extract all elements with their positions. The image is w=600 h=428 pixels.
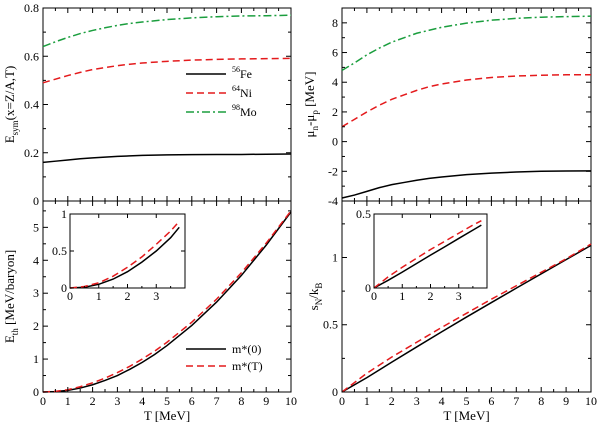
esym-series-56fe [42,153,292,164]
mu-series-98mo [341,15,592,71]
sn-xtick-label: 1 [364,394,370,408]
eth-ytick-label: 4 [33,253,39,267]
eth-xtick-label: 6 [189,394,195,408]
eth-legend-item-0: m*(0) [186,342,261,356]
sn-xtick-label: 7 [513,394,519,408]
eth-xtick-label: 5 [164,394,170,408]
sn-inset-ytick-label: 0.5 [356,207,371,221]
sn-inset: 0 1 2 3 0 0.5 [356,207,488,303]
sn-inset-series-m-0- [373,224,482,289]
sn-xtick-label: 6 [488,394,494,408]
mu-ytick-label: 0 [332,135,338,149]
eth-xtick-label: 3 [114,394,120,408]
mu-series-64ni [341,74,591,128]
mu-ytick-label: -2 [328,164,338,178]
esym-series-98mo [42,14,292,48]
eth-xtick-label: 0 [40,394,46,408]
sn-xlabel: T [MeV] [443,408,489,423]
sn-inset-series-m-t- [373,219,482,289]
eth-inset-xtick-label: 0 [67,289,73,303]
eth-ytick-label: 5 [33,220,39,234]
eth-xtick-label: 8 [238,394,244,408]
eth-inset-frame [69,213,186,289]
eth-series-m-0- [42,211,292,393]
esym-legend-item-56fe: 56Fe [186,65,252,81]
eth-xlabel: T [MeV] [144,408,190,423]
eth-ytick-label: 2 [33,319,39,333]
eth-inset-ytick-label: 0.5 [52,244,67,258]
esym-legend-label: 64Ni [232,84,253,100]
esym-ytick-label: 0.8 [24,1,39,15]
sn-inset-ytick-label: 0 [365,281,371,295]
sn-inset-xtick-label: 0 [371,289,377,303]
eth-ylabel: Eth [MeV/baryon] [2,250,20,343]
sn-inset-xtick-label: 2 [428,289,434,303]
panel-esym: 0 0.2 0.4 0.6 0.8 Esym(x=Z/A,T) 56Fe 64Ni 98Mo [2,1,292,208]
esym-series-64ni [42,57,292,84]
eth-inset-ytick-label: 0 [61,281,67,295]
eth-legend-label: m*(T) [232,359,263,373]
mu-ytick-label: 4 [332,75,338,89]
sn-xtick-label: 0 [339,394,345,408]
sn-xtick-label: 5 [464,394,470,408]
sn-ytick-label: 0 [332,385,338,399]
eth-ytick-label: 0 [33,385,39,399]
eth-legend-item-1: m*(T) [186,359,263,373]
esym-ytick-label: 0 [33,194,39,208]
eth-ytick-label: 3 [33,286,39,300]
mu-ytick-label: 6 [332,46,338,60]
sn-ytick-label: 0.5 [323,318,338,332]
eth-inset-series-m-t- [69,220,180,289]
panel-sn: 00.510 1 2 3 4 5 6 7 8 9 10T [MeV]sN/kB0 1 2 300.5 [306,200,597,423]
sn-xtick-label: 9 [563,394,569,408]
eth-xtick-label: 10 [285,394,297,408]
esym-ytick-label: 0.4 [24,98,39,112]
sn-ylabel: sN/kB [306,283,324,311]
sn-xtick-label: 8 [538,394,544,408]
mu-frame [341,7,592,202]
eth-inset-series-m-0- [69,226,180,289]
eth-xtick-label: 2 [90,394,96,408]
esym-legend-label: 98Mo [232,103,257,119]
sn-xtick-label: 10 [585,394,597,408]
sn-inset-xtick-label: 3 [456,289,462,303]
mu-ytick-label: 2 [332,105,338,119]
sn-ytick-label: 1 [332,250,338,264]
sn-xtick-label: 4 [439,394,445,408]
sn-series-m-0- [341,244,592,393]
mu-ytick-label: -4 [328,194,338,208]
sn-inset-xtick-label: 1 [399,289,405,303]
eth-inset: 0 1 2 3 0 0.5 1 [52,207,186,303]
eth-xtick-label: 7 [214,394,220,408]
esym-ylabel: Esym(x=Z/A,T) [2,66,20,144]
panel-mu: -4 -2 0 2 4 6 8 μn-μp [MeV] [302,7,592,208]
eth-legend-label: m*(0) [232,342,261,356]
sn-xtick-label: 3 [414,394,420,408]
esym-ytick-label: 0.6 [24,49,39,63]
eth-inset-xtick-label: 3 [153,289,159,303]
sn-inset-frame [373,213,488,289]
eth-inset-ytick-label: 1 [61,207,67,221]
eth-inset-xtick-label: 1 [96,289,102,303]
mu-series-56fe [341,170,592,199]
esym-ytick-label: 0.2 [24,146,39,160]
mu-ytick-label: 8 [332,16,338,30]
eth-inset-xtick-label: 2 [125,289,131,303]
sn-series-m-t- [341,243,592,393]
eth-xtick-label: 1 [65,394,71,408]
esym-legend-label: 56Fe [232,65,252,81]
eth-ytick-label: 1 [33,352,39,366]
mu-ylabel: μn-μp [MeV] [302,72,320,138]
sn-xtick-label: 2 [389,394,395,408]
eth-xtick-label: 4 [139,394,145,408]
esym-legend-item-64ni: 64Ni [186,84,253,100]
esym-legend-item-98mo: 98Mo [186,103,257,119]
eth-xtick-label: 9 [263,394,269,408]
